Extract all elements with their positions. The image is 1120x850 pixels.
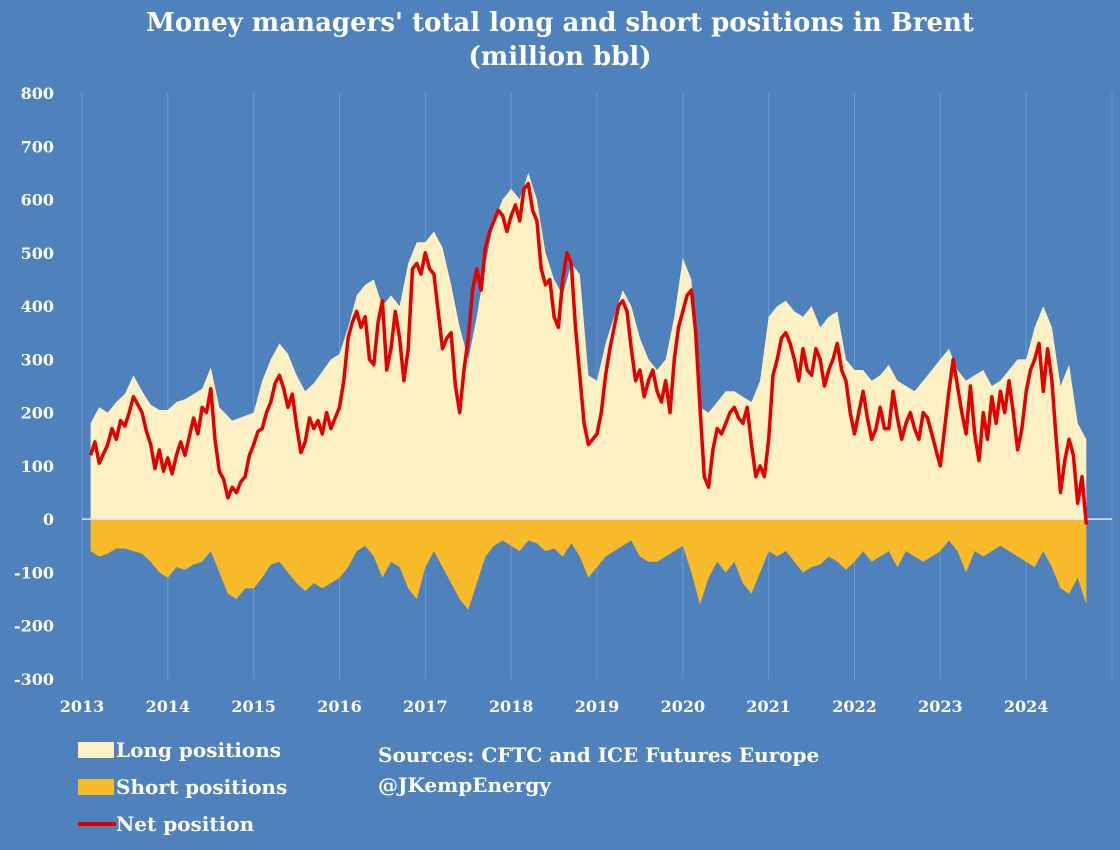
legend-label-long: Long positions bbox=[116, 738, 282, 762]
x-tick-label: 2024 bbox=[1004, 697, 1049, 716]
legend-swatch-net bbox=[78, 822, 116, 826]
chart-title-line-2: (million bbl) bbox=[468, 42, 652, 72]
y-tick-label: 400 bbox=[21, 297, 54, 316]
y-tick-label: 800 bbox=[21, 84, 54, 103]
x-tick-label: 2020 bbox=[661, 697, 706, 716]
y-tick-label: -300 bbox=[14, 670, 54, 689]
y-tick-label: -100 bbox=[14, 563, 54, 582]
x-tick-label: 2023 bbox=[918, 697, 963, 716]
source-note: Sources: CFTC and ICE Futures Europe @JK… bbox=[378, 740, 819, 800]
net-position-line bbox=[88, 181, 1089, 525]
y-tick-label: 100 bbox=[21, 457, 54, 476]
x-tick-label: 2015 bbox=[231, 697, 276, 716]
y-tick-label: 500 bbox=[21, 244, 54, 263]
x-tick-label: 2017 bbox=[403, 697, 448, 716]
x-tick-label: 2019 bbox=[575, 697, 620, 716]
author-handle: @JKempEnergy bbox=[378, 773, 551, 797]
x-tick-label: 2014 bbox=[146, 697, 191, 716]
legend-label-net: Net position bbox=[116, 812, 255, 836]
y-tick-label: 0 bbox=[43, 510, 54, 529]
legend-label-short: Short positions bbox=[116, 775, 288, 799]
short-positions-area bbox=[90, 519, 1087, 610]
chart-title: Money managers' total long and short pos… bbox=[0, 6, 1120, 74]
x-tick-label: 2021 bbox=[746, 697, 791, 716]
y-axis-ticks: 800 700 600 500 400 300 200 100 0 -100 -200 -300 bbox=[14, 84, 54, 689]
x-axis-ticks: 2013 2014 2015 2016 2017 2018 2019 2020 2021 2022… bbox=[60, 697, 1049, 716]
y-tick-label: 700 bbox=[21, 137, 54, 156]
long-positions-area bbox=[90, 172, 1087, 520]
y-tick-label: 600 bbox=[21, 191, 54, 210]
legend-swatch-long bbox=[78, 742, 114, 758]
y-tick-label: 300 bbox=[21, 350, 54, 369]
sources-text: Sources: CFTC and ICE Futures Europe bbox=[378, 743, 820, 767]
x-tick-label: 2018 bbox=[489, 697, 534, 716]
x-tick-label: 2013 bbox=[60, 697, 105, 716]
y-tick-label: -200 bbox=[14, 617, 54, 636]
chart-title-line-1: Money managers' total long and short pos… bbox=[146, 8, 974, 38]
x-tick-label: 2022 bbox=[832, 697, 877, 716]
y-tick-label: 200 bbox=[21, 404, 54, 423]
legend-swatch-short bbox=[78, 779, 114, 795]
x-tick-label: 2016 bbox=[317, 697, 362, 716]
